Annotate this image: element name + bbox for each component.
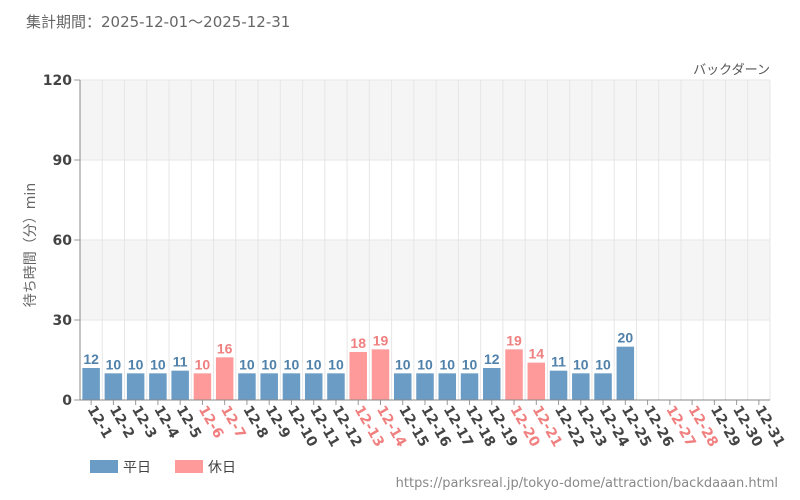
bar-12-22 [549, 370, 568, 400]
y-tick-label: 90 [53, 153, 73, 169]
bars [82, 346, 635, 400]
legend-label-holiday: 休日 [208, 460, 236, 476]
data-label-12-1: 12 [83, 351, 99, 367]
grid-lines [79, 79, 771, 401]
bar-12-4 [149, 373, 167, 400]
bar-12-18 [460, 373, 479, 400]
bar-12-19 [483, 368, 501, 400]
data-label-12-22: 11 [551, 354, 566, 370]
bar-12-14 [371, 349, 390, 400]
bar-12-17 [438, 373, 457, 400]
data-label-12-18: 10 [462, 356, 478, 372]
data-label-12-12: 10 [328, 356, 344, 372]
y-tick-label: 0 [62, 393, 72, 409]
data-label-12-17: 10 [439, 356, 455, 372]
legend: 平日 休日 [90, 460, 236, 476]
data-label-12-8: 10 [239, 356, 255, 372]
axes [79, 80, 770, 401]
y-tick-label: 60 [53, 233, 73, 249]
legend-swatch-weekday [90, 460, 118, 473]
bar-12-5 [171, 370, 189, 400]
data-labels: 12 10 10 10 11 10 16 10 10 10 10 10 18 19 10 10 10 10 12 19… [83, 330, 633, 373]
data-label-12-4: 10 [150, 356, 166, 372]
bar-12-8 [238, 373, 256, 400]
data-label-12-14: 19 [373, 332, 389, 348]
bar-12-15 [393, 373, 412, 400]
data-label-12-5: 11 [173, 354, 188, 370]
data-label-12-6: 10 [195, 356, 211, 372]
plot-band [80, 240, 770, 320]
bar-12-1 [82, 368, 100, 400]
data-label-12-7: 16 [217, 340, 233, 356]
data-label-12-19: 12 [484, 351, 500, 367]
x-axis-ticks: 12-112-212-312-412-512-612-712-812-912-1… [84, 400, 788, 450]
data-label-12-2: 10 [106, 356, 122, 372]
data-label-12-24: 10 [595, 356, 611, 372]
bar-12-24 [594, 373, 612, 400]
data-label-12-10: 10 [284, 356, 300, 372]
y-tick-label: 120 [43, 73, 72, 89]
bar-12-23 [572, 373, 590, 400]
bar-12-21 [527, 362, 546, 400]
bar-12-20 [505, 349, 523, 400]
attraction-name: バックダーン [693, 63, 770, 78]
data-label-12-16: 10 [417, 356, 433, 372]
bar-12-3 [126, 373, 145, 400]
legend-label-weekday: 平日 [123, 460, 151, 476]
y-tick-label: 30 [53, 313, 73, 329]
period-text: 集計期間：2025-12-01～2025-12-31 [26, 13, 290, 31]
bar-12-12 [327, 373, 345, 400]
data-label-12-21: 14 [529, 346, 545, 362]
data-label-12-11: 10 [306, 356, 322, 372]
y-axis-ticks: 0 30 60 90 120 [43, 73, 80, 409]
data-label-12-15: 10 [395, 356, 411, 372]
bar-12-13 [349, 352, 367, 400]
data-label-12-20: 19 [506, 332, 522, 348]
plot-background [80, 80, 770, 320]
plot-band [80, 80, 770, 160]
data-label-12-25: 20 [618, 330, 634, 346]
data-label-12-3: 10 [128, 356, 144, 372]
bar-12-6 [193, 373, 212, 400]
data-label-12-9: 10 [261, 356, 277, 372]
data-label-12-13: 18 [350, 335, 366, 351]
bar-12-9 [260, 373, 278, 400]
data-label-12-23: 10 [573, 356, 589, 372]
bar-12-2 [104, 373, 123, 400]
y-axis-label: 待ち時間（分）min [23, 183, 39, 307]
legend-swatch-holiday [175, 460, 203, 473]
bar-12-11 [304, 373, 323, 400]
bar-12-7 [215, 357, 234, 400]
source-url: https://parksreal.jp/tokyo-dome/attracti… [396, 476, 778, 491]
bar-12-25 [616, 346, 635, 400]
bar-12-10 [282, 373, 301, 400]
bar-12-16 [416, 373, 434, 400]
